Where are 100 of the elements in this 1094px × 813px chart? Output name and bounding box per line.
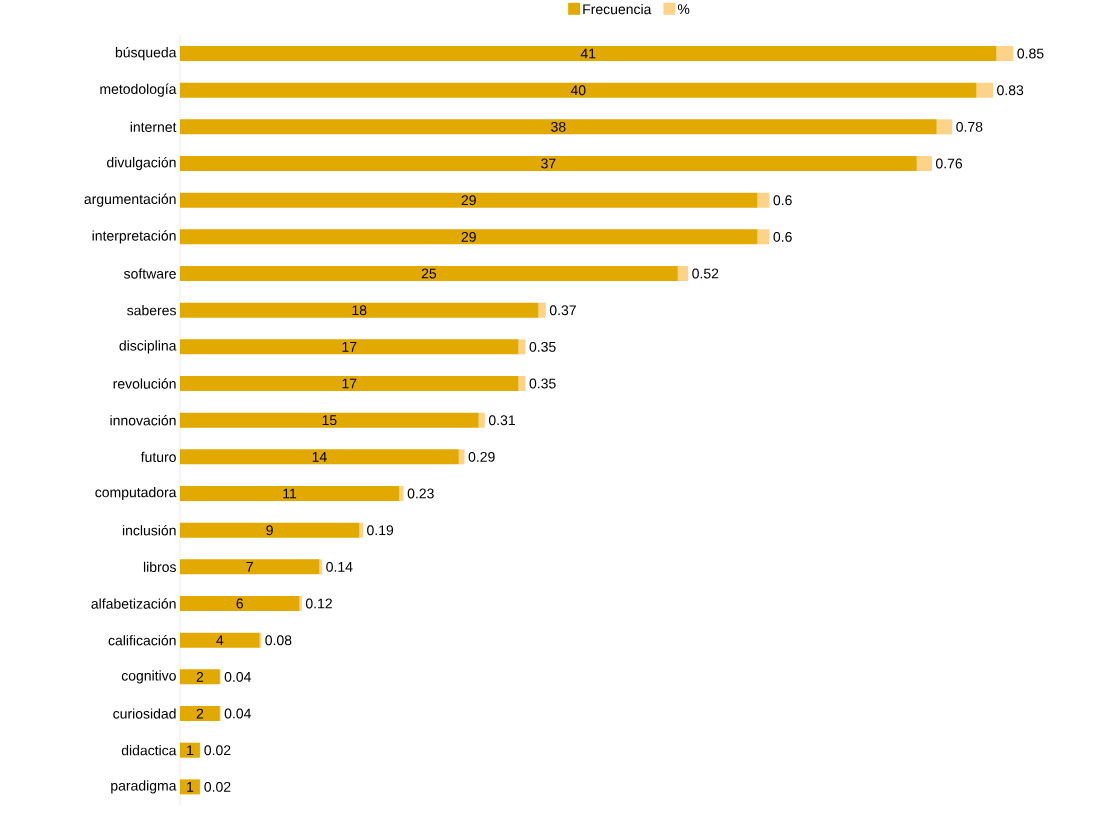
y-tick-label: búsqueda xyxy=(115,46,177,61)
bar xyxy=(936,119,953,135)
data-label: 0.08 xyxy=(265,635,292,646)
data-label: 18 xyxy=(352,305,367,316)
bar xyxy=(976,82,994,98)
data-label: 0.29 xyxy=(468,451,495,462)
data-label: 41 xyxy=(580,48,596,59)
bar xyxy=(180,449,459,465)
data-label: 29 xyxy=(461,231,476,242)
bar xyxy=(180,229,758,245)
bar xyxy=(180,119,937,135)
y-tick-label: innovación xyxy=(110,414,176,426)
data-label: 0.37 xyxy=(549,305,576,316)
data-label: 11 xyxy=(283,488,297,499)
data-label: 0.02 xyxy=(204,745,231,756)
data-label: 29 xyxy=(461,195,476,206)
bar xyxy=(180,45,997,61)
bar xyxy=(180,705,220,721)
bar xyxy=(757,229,770,245)
bar xyxy=(916,155,932,171)
bar xyxy=(359,522,363,538)
bar xyxy=(180,742,200,758)
bar xyxy=(180,669,220,685)
bar xyxy=(677,265,689,281)
data-label: 0.14 xyxy=(326,561,353,572)
bar xyxy=(299,595,302,611)
bar xyxy=(180,559,320,575)
data-label: 38 xyxy=(551,121,566,132)
bar xyxy=(996,45,1014,61)
data-label: 9 xyxy=(266,525,273,536)
y-tick-label: libros xyxy=(143,561,176,572)
data-label: 0.6 xyxy=(773,231,792,242)
bar xyxy=(180,779,200,795)
data-label: 0.23 xyxy=(407,488,434,499)
legend-label: Frecuencia xyxy=(583,3,652,15)
data-label: 17 xyxy=(342,341,357,352)
y-tick-label: computadora xyxy=(95,486,177,500)
data-label: 2 xyxy=(196,708,204,719)
bar xyxy=(180,265,678,281)
y-tick-label: argumentación xyxy=(84,193,176,207)
data-label: 6 xyxy=(236,598,244,609)
bar xyxy=(478,412,485,428)
data-label: 0.52 xyxy=(692,268,719,279)
y-tick-label: revolución xyxy=(113,378,176,389)
data-label: 25 xyxy=(421,268,437,279)
y-tick-label: interpretación xyxy=(92,230,176,244)
data-label: 0.35 xyxy=(529,378,556,389)
data-label: 0.04 xyxy=(224,708,251,719)
bar xyxy=(757,192,770,208)
data-label: 0.35 xyxy=(529,341,556,352)
data-label: 0.31 xyxy=(488,415,515,426)
bar xyxy=(399,485,404,501)
y-tick-label: inclusión xyxy=(122,524,176,536)
y-tick-label: internet xyxy=(130,121,177,132)
y-tick-label: divulgación xyxy=(107,156,176,171)
bar xyxy=(180,82,977,98)
data-label: 0.04 xyxy=(224,671,251,682)
data-label: 17 xyxy=(342,378,357,389)
y-tick-label: futuro xyxy=(140,451,176,462)
data-label: 7 xyxy=(246,561,253,572)
bar xyxy=(180,375,519,391)
data-label: 0.6 xyxy=(773,195,792,206)
data-label: 0.83 xyxy=(997,85,1024,96)
data-label: 1 xyxy=(187,781,194,792)
legend-label: % xyxy=(677,4,690,14)
bar xyxy=(180,339,519,355)
y-tick-label: metodología xyxy=(100,83,177,97)
y-tick-label: paradigma xyxy=(111,780,177,794)
bar xyxy=(180,192,758,208)
y-tick-label: curiosidad xyxy=(113,708,176,719)
data-label: 14 xyxy=(312,451,327,462)
y-tick-label: calificación xyxy=(108,634,176,646)
data-label: 37 xyxy=(541,158,556,169)
y-tick-label: cognitivo xyxy=(121,670,176,684)
data-label: 0.02 xyxy=(204,781,231,792)
y-tick-label: disciplina xyxy=(119,340,177,354)
y-tick-label: didactica xyxy=(121,744,177,756)
data-label: 0.85 xyxy=(1017,48,1044,59)
data-label: 0.76 xyxy=(935,158,963,169)
data-label: 4 xyxy=(216,635,224,645)
bar xyxy=(180,522,360,538)
bar xyxy=(180,632,260,648)
bar xyxy=(319,559,323,575)
data-label: 0.78 xyxy=(956,121,983,132)
y-tick-label: software xyxy=(123,268,176,279)
bar xyxy=(180,302,539,318)
data-label: 15 xyxy=(322,415,337,425)
data-label: 2 xyxy=(196,671,204,682)
bar xyxy=(538,302,546,318)
data-label: 0.19 xyxy=(367,525,394,536)
bar xyxy=(180,155,917,171)
data-label: 1 xyxy=(187,745,194,755)
bar xyxy=(180,595,300,611)
data-label: 0.12 xyxy=(305,598,332,609)
bar xyxy=(180,485,400,501)
y-tick-label: alfabetización xyxy=(91,598,176,609)
y-tick-label: saberes xyxy=(127,304,176,316)
bar xyxy=(458,449,465,465)
bar xyxy=(180,412,479,428)
data-label: 40 xyxy=(570,85,586,96)
